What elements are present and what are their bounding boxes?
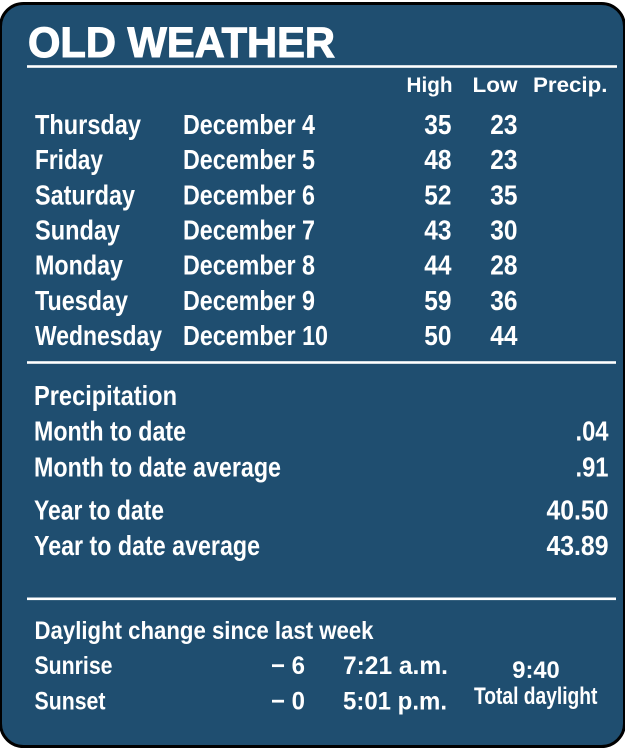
svg-text:Saturday: Saturday: [35, 179, 135, 210]
svg-text:December 6: December 6: [183, 179, 315, 210]
svg-text:Friday: Friday: [35, 144, 103, 175]
svg-text:December 9: December 9: [183, 285, 315, 316]
svg-text:5:01 p.m.: 5:01 p.m.: [343, 687, 447, 715]
svg-text:23: 23: [490, 144, 517, 175]
svg-text:Sunrise: Sunrise: [35, 652, 113, 680]
svg-text:Tuesday: Tuesday: [35, 285, 128, 316]
svg-text:Sunday: Sunday: [35, 215, 120, 246]
svg-text:43.89: 43.89: [547, 530, 609, 561]
svg-text:.91: .91: [576, 452, 609, 483]
svg-text:28: 28: [490, 250, 517, 281]
svg-text:December 7: December 7: [183, 215, 315, 246]
svg-text:High: High: [407, 74, 453, 97]
svg-text:36: 36: [490, 285, 517, 316]
svg-text:− 6: − 6: [271, 652, 305, 680]
svg-text:Sunset: Sunset: [35, 687, 107, 715]
svg-text:Year to date average: Year to date average: [34, 530, 260, 561]
svg-text:December 4: December 4: [183, 109, 315, 140]
svg-text:30: 30: [490, 215, 517, 246]
svg-text:Month to date average: Month to date average: [34, 452, 281, 483]
svg-text:Month to date: Month to date: [34, 416, 186, 447]
svg-text:OLD WEATHER: OLD WEATHER: [28, 20, 335, 67]
svg-text:Monday: Monday: [35, 250, 123, 281]
svg-text:59: 59: [424, 285, 451, 316]
svg-text:35: 35: [424, 109, 451, 140]
svg-text:44: 44: [490, 320, 518, 351]
svg-text:44: 44: [424, 250, 452, 281]
svg-text:23: 23: [490, 109, 517, 140]
svg-text:Daylight change since last wee: Daylight change since last week: [35, 617, 374, 645]
svg-text:December 8: December 8: [183, 250, 315, 281]
svg-text:− 0: − 0: [271, 687, 305, 715]
svg-text:43: 43: [424, 215, 451, 246]
svg-text:Total daylight: Total daylight: [474, 683, 598, 710]
svg-text:December 10: December 10: [183, 320, 328, 351]
svg-text:Precip.: Precip.: [533, 74, 608, 97]
svg-text:Year to date: Year to date: [34, 495, 164, 526]
svg-text:48: 48: [424, 144, 451, 175]
svg-text:50: 50: [424, 320, 451, 351]
svg-text:Precipitation: Precipitation: [34, 380, 177, 411]
svg-text:7:21 a.m.: 7:21 a.m.: [343, 652, 448, 680]
svg-text:Low: Low: [473, 74, 519, 97]
svg-text:52: 52: [424, 179, 451, 210]
svg-text:December 5: December 5: [183, 144, 315, 175]
svg-text:40.50: 40.50: [547, 495, 609, 526]
svg-text:.04: .04: [576, 416, 609, 447]
svg-text:Thursday: Thursday: [35, 109, 141, 140]
svg-text:35: 35: [490, 179, 517, 210]
svg-text:9:40: 9:40: [512, 657, 560, 684]
svg-text:Wednesday: Wednesday: [35, 320, 162, 351]
